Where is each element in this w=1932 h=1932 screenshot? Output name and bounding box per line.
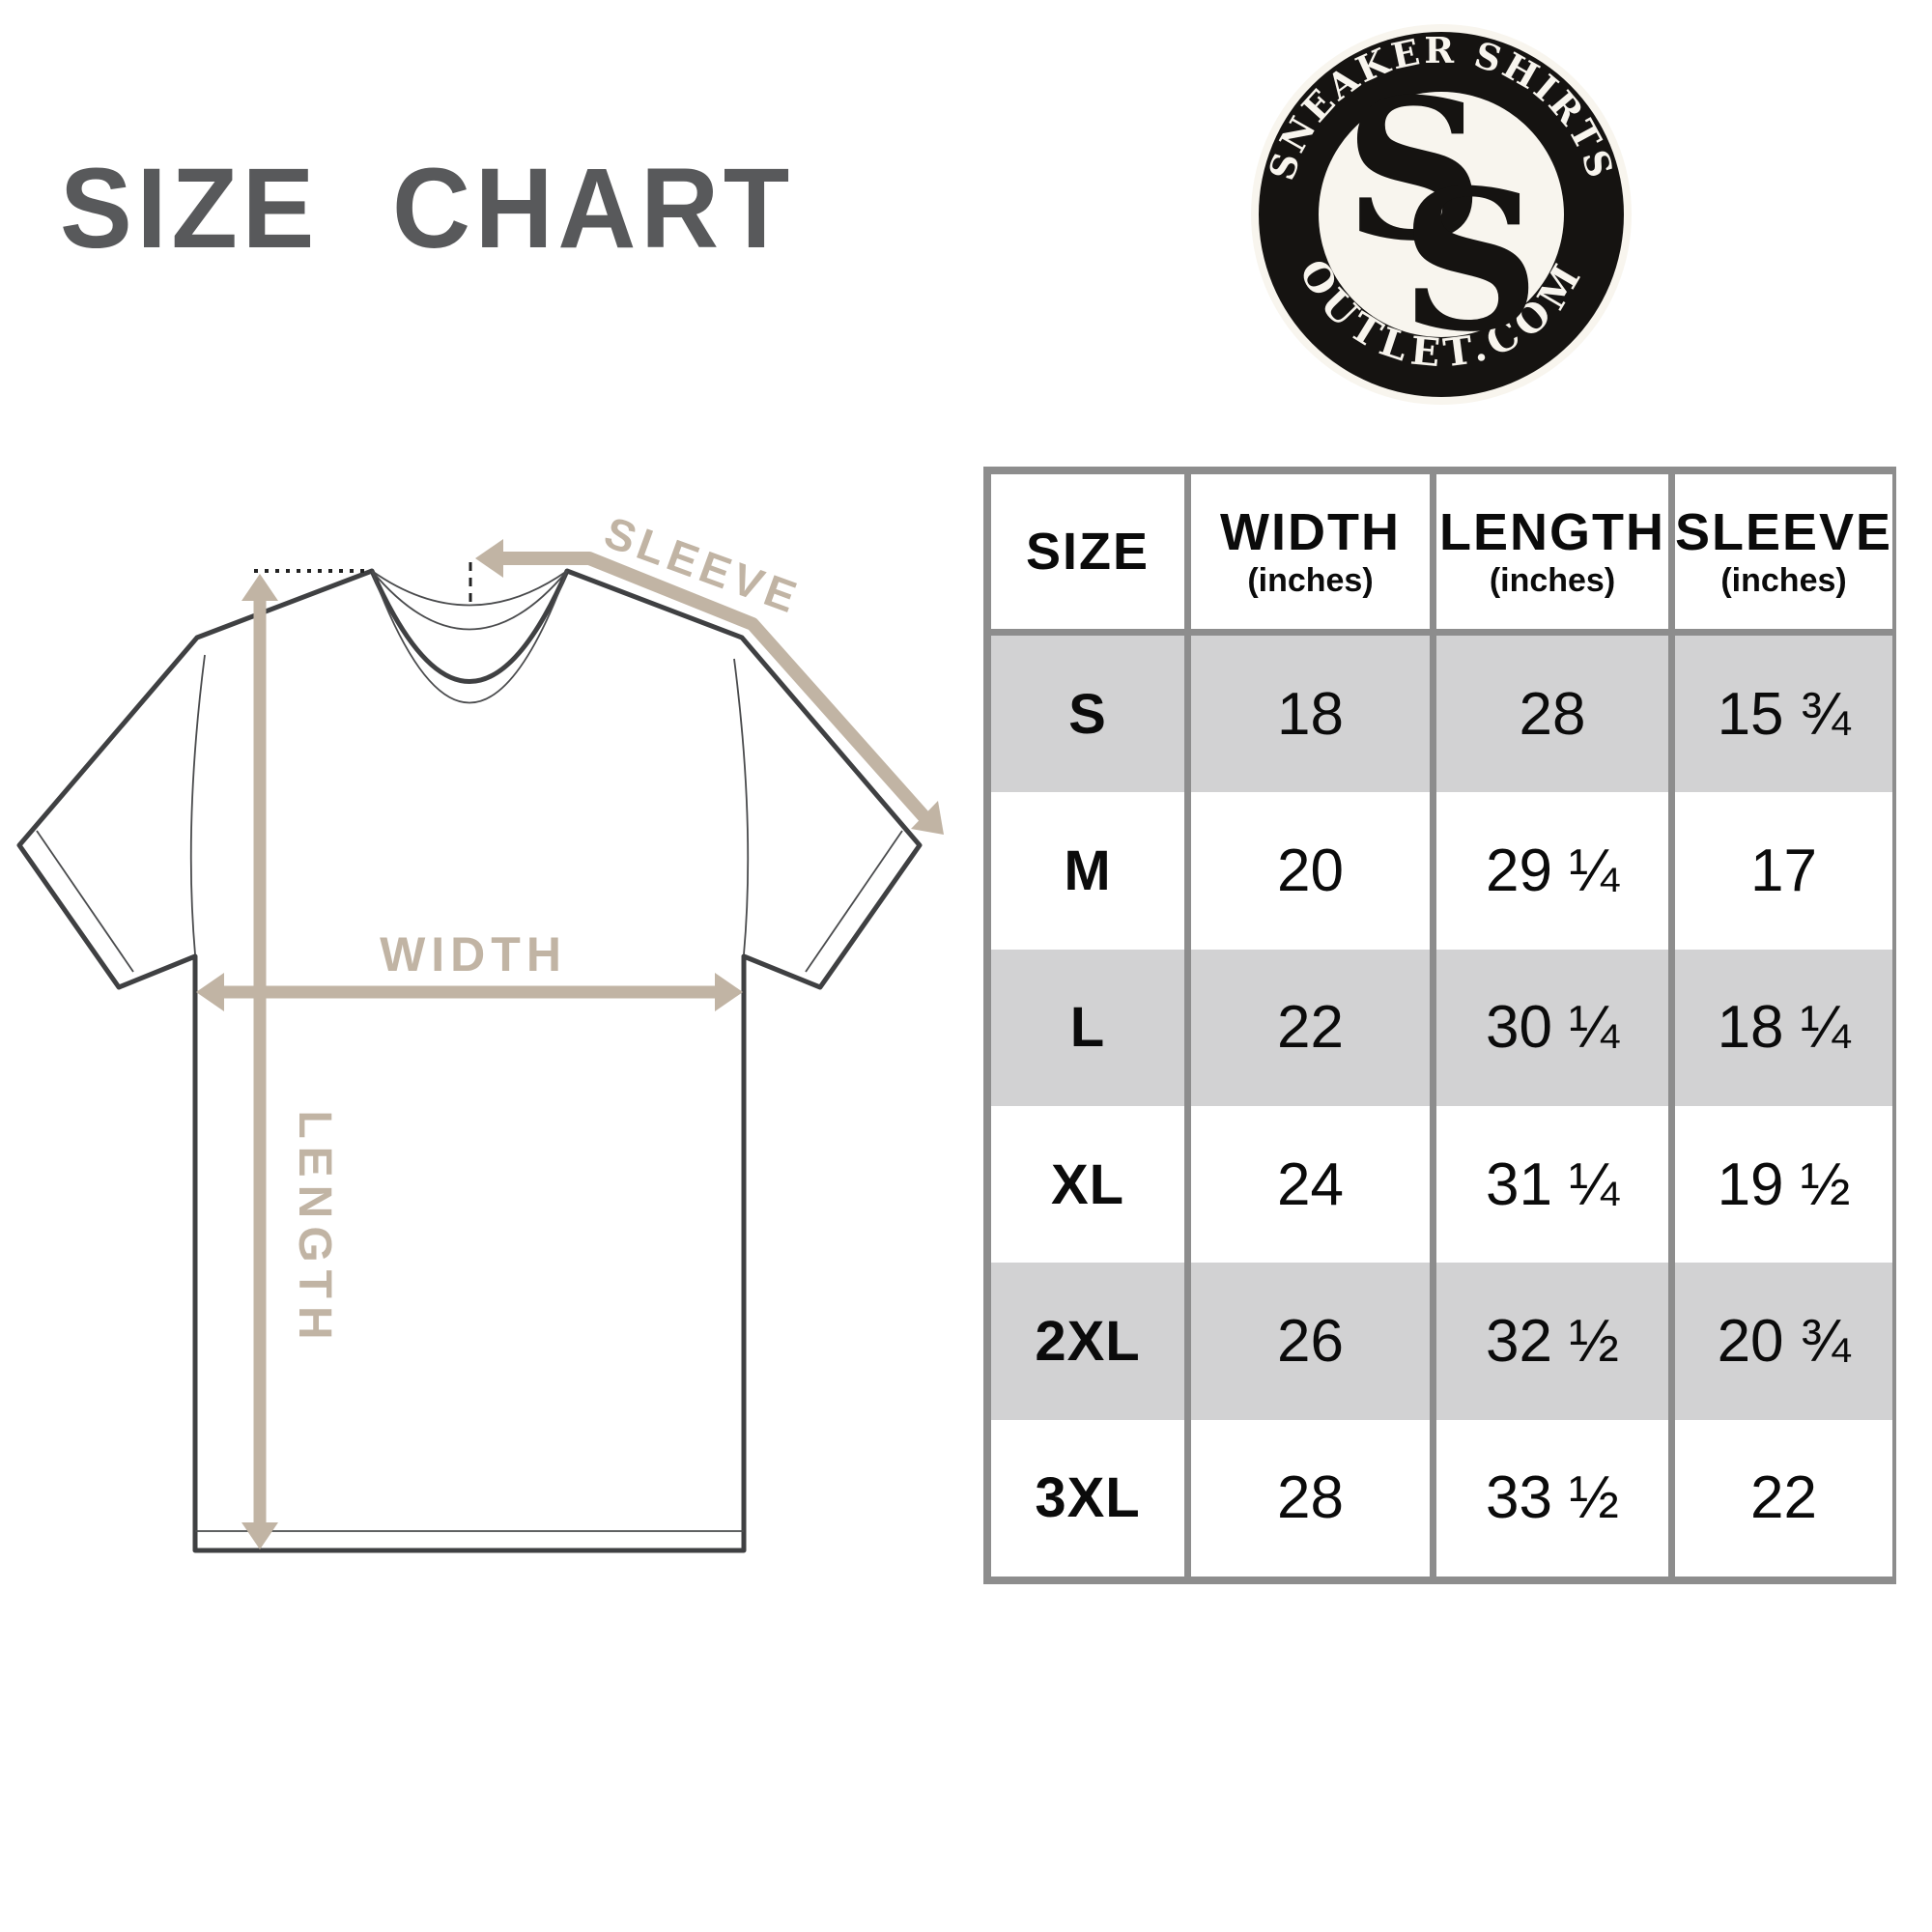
table-row-m-length: 29 ¼	[1436, 792, 1668, 950]
tshirt-measure-diagram: WIDTH LENGTH SLEEVE	[16, 506, 944, 1553]
col-header-width: WIDTH (inches)	[1191, 474, 1430, 629]
svg-text:S: S	[1345, 57, 1484, 284]
table-row-xl-width: 24	[1191, 1105, 1430, 1264]
sleeve-arrow	[475, 539, 944, 835]
table-row-s-sleeve: 15 ¾	[1675, 636, 1893, 793]
table-row-2xl-length: 32 ½	[1436, 1263, 1668, 1420]
col-header-unit: (inches)	[1247, 561, 1374, 599]
brand-logo-badge: SNEAKER SHIRTS OUTLET.COM S S	[1251, 24, 1632, 405]
table-row-l-length: 30 ¼	[1436, 949, 1668, 1106]
table-row-3xl-sleeve: 22	[1675, 1419, 1893, 1577]
table-row-2xl-sleeve: 20 ¾	[1675, 1263, 1893, 1420]
col-header-label: SLEEVE	[1675, 502, 1893, 561]
page-title: SIZE CHART	[60, 145, 794, 272]
table-row-m-size: M	[991, 792, 1184, 950]
table-row-s-width: 18	[1191, 636, 1430, 793]
col-header-sleeve: SLEEVE (inches)	[1675, 474, 1893, 629]
table-row-s-size: S	[991, 636, 1184, 793]
tshirt-seam-lines	[36, 570, 903, 1532]
table-row-2xl-size: 2XL	[991, 1263, 1184, 1420]
table-row-m-sleeve: 17	[1675, 792, 1893, 950]
col-header-length: LENGTH (inches)	[1436, 474, 1668, 629]
table-row-3xl-width: 28	[1191, 1419, 1430, 1577]
col-header-unit: (inches)	[1489, 561, 1616, 599]
col-header-label: LENGTH	[1439, 502, 1665, 561]
size-table: SIZE WIDTH (inches) LENGTH (inches) SLEE…	[983, 467, 1896, 1584]
col-header-size: SIZE	[991, 474, 1184, 629]
length-arrow	[242, 574, 278, 1549]
table-row-xl-sleeve: 19 ½	[1675, 1105, 1893, 1264]
svg-text:S: S	[1401, 148, 1540, 375]
length-label: LENGTH	[289, 1110, 340, 1347]
badge-face	[1319, 92, 1564, 337]
header-divider	[991, 629, 1892, 636]
table-row-3xl-length: 33 ½	[1436, 1419, 1668, 1577]
tshirt-outline	[16, 568, 923, 1553]
col-header-unit: (inches)	[1720, 561, 1847, 599]
width-label: WIDTH	[380, 927, 567, 981]
table-row-s-length: 28	[1436, 636, 1668, 793]
table-row-2xl-width: 26	[1191, 1263, 1430, 1420]
col-header-label: WIDTH	[1220, 502, 1401, 561]
width-arrow	[196, 973, 743, 1011]
table-row-m-width: 20	[1191, 792, 1430, 950]
ss-monogram-icon: S S	[1345, 57, 1540, 375]
table-row-l-width: 22	[1191, 949, 1430, 1106]
table-row-xl-size: XL	[991, 1105, 1184, 1264]
col-header-label: SIZE	[1025, 522, 1151, 581]
table-row-l-size: L	[991, 949, 1184, 1106]
table-row-xl-length: 31 ¼	[1436, 1105, 1668, 1264]
table-row-3xl-size: 3XL	[991, 1419, 1184, 1577]
table-row-l-sleeve: 18 ¼	[1675, 949, 1893, 1106]
